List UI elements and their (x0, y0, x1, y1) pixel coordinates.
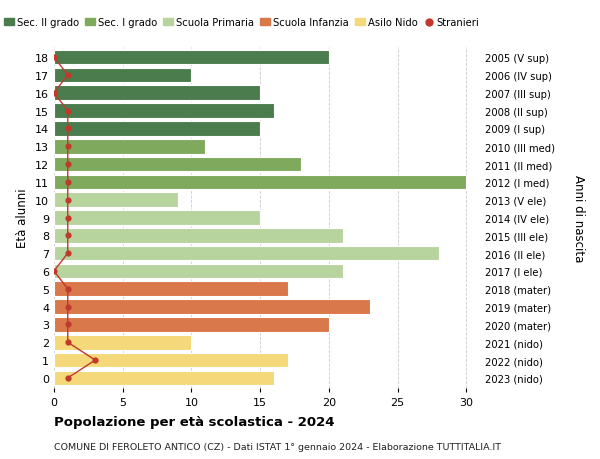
Bar (54, 86, 260, 101)
Bar (54, 157, 301, 172)
Point (63, 143, 73, 151)
Point (63, 125, 73, 133)
Point (49, 268, 59, 275)
Bar (54, 353, 287, 368)
Point (49, 90, 59, 97)
Point (91, 357, 100, 364)
Point (63, 285, 73, 293)
Point (63, 339, 73, 346)
Bar (54, 104, 274, 118)
Point (63, 72, 73, 79)
Point (63, 232, 73, 240)
Bar (54, 335, 191, 350)
Point (63, 303, 73, 311)
Point (63, 108, 73, 115)
Bar (54, 300, 370, 314)
Bar (54, 246, 439, 261)
Bar (54, 50, 329, 65)
Bar (54, 175, 466, 190)
Text: Popolazione per età scolastica - 2024: Popolazione per età scolastica - 2024 (54, 415, 335, 428)
Point (63, 375, 73, 382)
Bar (54, 211, 260, 225)
Point (49, 54, 59, 62)
Bar (54, 140, 205, 154)
Bar (54, 282, 287, 297)
Y-axis label: Età alunni: Età alunni (16, 188, 29, 248)
Y-axis label: Anni di nascita: Anni di nascita (572, 174, 584, 262)
Point (63, 321, 73, 328)
Bar (54, 68, 191, 83)
Bar (54, 318, 329, 332)
Point (63, 214, 73, 222)
Bar (54, 122, 260, 136)
Point (63, 196, 73, 204)
Point (63, 179, 73, 186)
Legend: Sec. II grado, Sec. I grado, Scuola Primaria, Scuola Infanzia, Asilo Nido, Stran: Sec. II grado, Sec. I grado, Scuola Prim… (0, 14, 483, 32)
Point (63, 161, 73, 168)
Bar (54, 193, 178, 207)
Bar (54, 371, 274, 386)
Bar (54, 229, 343, 243)
Text: COMUNE DI FEROLETO ANTICO (CZ) - Dati ISTAT 1° gennaio 2024 - Elaborazione TUTTI: COMUNE DI FEROLETO ANTICO (CZ) - Dati IS… (54, 442, 501, 451)
Point (63, 250, 73, 257)
Bar (54, 264, 343, 279)
